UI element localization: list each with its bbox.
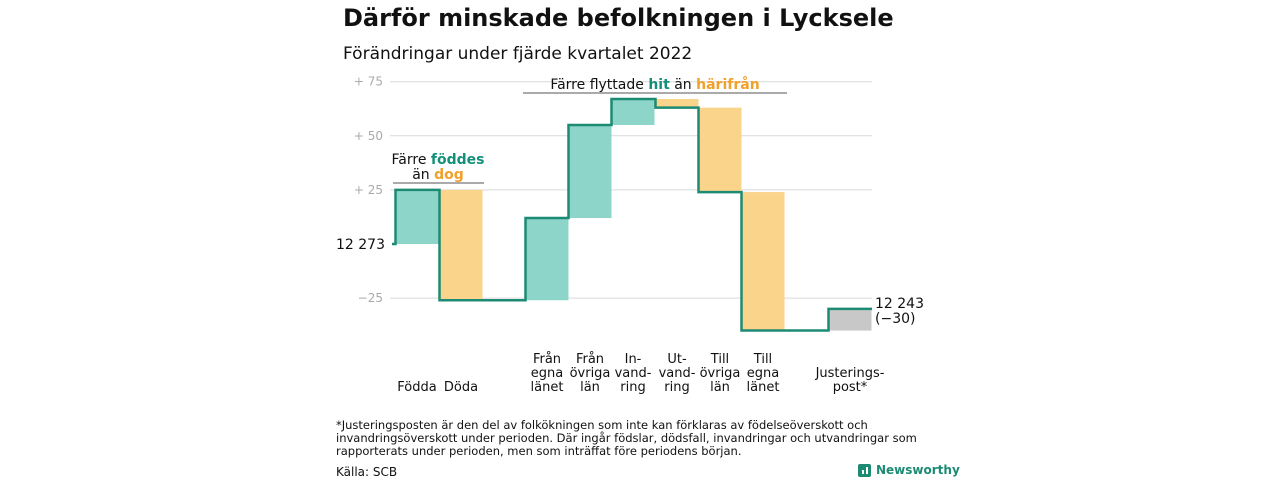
bar-0 xyxy=(395,189,439,244)
bar-4 xyxy=(611,99,655,125)
category-label: vand- xyxy=(659,366,696,381)
annotation-0-line-0: Färre föddes xyxy=(392,152,485,168)
end-change-label: (−30) xyxy=(875,311,915,327)
category-label: Döda xyxy=(444,380,478,395)
end-value-label: 12 243 xyxy=(875,296,924,312)
footnote: *Justeringsposten är den del av folkökni… xyxy=(336,418,917,458)
category-label: Till xyxy=(710,352,729,367)
category-label: län xyxy=(710,380,730,395)
category-label: Födda xyxy=(397,380,436,395)
category-label: länet xyxy=(531,380,564,395)
category-label: Justerings- xyxy=(815,366,885,381)
category-label: vand- xyxy=(615,366,652,381)
y-tick-label: + 50 xyxy=(354,129,383,143)
bar-1 xyxy=(439,189,483,301)
category-label: egna xyxy=(531,366,563,381)
category-label: Till xyxy=(753,352,772,367)
chart-title: Därför minskade befolkningen i Lycksele xyxy=(343,4,894,32)
bar-2 xyxy=(525,218,569,301)
category-label: övriga xyxy=(700,366,741,381)
category-label: egna xyxy=(747,366,779,381)
category-label: övriga xyxy=(570,366,611,381)
chart-subtitle: Förändringar under fjärde kvartalet 2022 xyxy=(343,44,693,64)
y-tick-label: + 25 xyxy=(354,183,383,197)
category-label: Ut- xyxy=(667,352,687,367)
category-label: Från xyxy=(576,352,604,367)
category-label: ring xyxy=(620,380,645,395)
start-value-label: 12 273 xyxy=(336,237,385,253)
category-label: post* xyxy=(833,380,868,395)
source-label: Källa: SCB xyxy=(336,465,398,479)
cumulative-line xyxy=(392,97,872,332)
newsworthy-logo: Newsworthy xyxy=(858,463,960,477)
bar-8 xyxy=(828,308,872,331)
category-label: In- xyxy=(625,352,642,367)
bar-7 xyxy=(741,192,785,331)
category-label: Från xyxy=(533,352,561,367)
newsworthy-logo-text: Newsworthy xyxy=(876,463,960,477)
annotation-0-line-1: än dog xyxy=(412,167,464,183)
annotation-1-line-0: Färre flyttade hit än härifrån xyxy=(550,76,759,93)
y-tick-label: + 75 xyxy=(354,75,383,89)
bar-6 xyxy=(698,107,742,193)
category-label: ring xyxy=(664,380,689,395)
category-label: län xyxy=(580,380,600,395)
newsworthy-logo-icon xyxy=(858,463,871,477)
bar-5 xyxy=(655,99,699,108)
y-tick-label: −25 xyxy=(358,291,383,305)
bar-3 xyxy=(568,124,612,219)
category-label: länet xyxy=(747,380,780,395)
